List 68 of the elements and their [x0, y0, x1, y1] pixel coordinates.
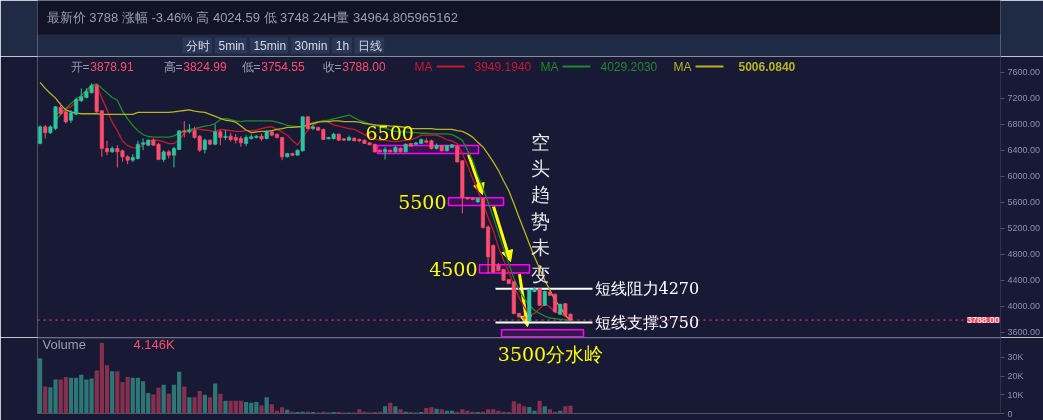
bar: [516, 403, 522, 414]
y-tick-label: 10K: [1007, 389, 1024, 400]
bar: [187, 397, 192, 414]
annotation: 4.146K: [133, 337, 176, 352]
legend-label: MA: [414, 59, 433, 74]
text: 分时: [186, 38, 211, 53]
chart-title: Volume: [42, 337, 86, 352]
y-tick-label: 4400.00: [1007, 275, 1041, 286]
annotation: 3949.1940: [474, 60, 532, 74]
y-tick-label: 5600.00: [1007, 197, 1041, 208]
band-label: 3500分水岭: [497, 342, 604, 365]
ref-line-label: 短线阻力4270: [594, 279, 700, 299]
y-tick-label: 5200.00: [1007, 223, 1041, 234]
text: 日线: [358, 38, 383, 53]
band-label: 4500: [429, 257, 478, 280]
bar: [434, 408, 439, 414]
text: 5min: [218, 38, 245, 53]
y-tick-label: 7600.00: [1007, 67, 1041, 78]
bar: [202, 394, 207, 414]
annotation: 低=3754.55: [241, 59, 305, 74]
y-tick-label: 6000.00: [1007, 171, 1041, 182]
bar: [398, 409, 403, 414]
ref-line-label: 短线支撑3750: [594, 313, 700, 333]
annotation: 5006.0840: [738, 60, 796, 74]
bar: [218, 393, 223, 414]
bar: [243, 401, 249, 414]
y-tick-label: 0: [1007, 408, 1013, 419]
annotation: 高=3824.99: [163, 59, 227, 74]
legend-label: MA: [673, 59, 692, 74]
bar: [37, 358, 43, 414]
bar: [110, 371, 115, 414]
bar: [161, 384, 166, 414]
bar: [207, 397, 213, 414]
y-tick-label: 30K: [1007, 352, 1024, 363]
bar: [43, 386, 48, 414]
bar: [393, 406, 398, 414]
annotation: 收=3788.00: [322, 59, 386, 74]
annotation: 4029.2030: [600, 60, 658, 74]
band-label: 5500: [398, 190, 447, 213]
y-tick-label: 7200.00: [1007, 93, 1041, 104]
bar: [542, 406, 547, 414]
y-tick-label: 6400.00: [1007, 145, 1041, 156]
bar: [259, 405, 264, 414]
y-tick-label: 4000.00: [1007, 301, 1041, 312]
bar: [140, 381, 146, 414]
chart-subtitle: 最新价 3788 涨幅 -3.46% 高 4024.59 低 3748 24H量 34964.805965162: [46, 10, 458, 25]
text: 30min: [294, 38, 328, 53]
legend-label: MA: [540, 59, 559, 74]
bar: [135, 377, 141, 414]
bar: [223, 400, 228, 414]
y-tick-label: 6800.00: [1007, 119, 1041, 130]
bar: [166, 393, 171, 414]
y-tick-label: 4800.00: [1007, 249, 1041, 260]
candlestick: [383, 146, 388, 161]
bar: [213, 383, 218, 414]
band-label: 6500: [365, 121, 414, 144]
annotation: 开=3878.91: [70, 59, 134, 74]
bar: [68, 377, 74, 414]
bar: [537, 400, 542, 414]
ref-line-label: 3788.00: [966, 315, 1000, 326]
bar: [182, 386, 187, 414]
y-tick-label: 3600.00: [1007, 327, 1041, 338]
bar: [63, 376, 68, 414]
y-tick-label: 20K: [1007, 371, 1024, 382]
text: 1h: [335, 38, 350, 53]
bar: [383, 406, 388, 414]
bar: [264, 397, 269, 414]
text: 15min: [253, 38, 287, 53]
